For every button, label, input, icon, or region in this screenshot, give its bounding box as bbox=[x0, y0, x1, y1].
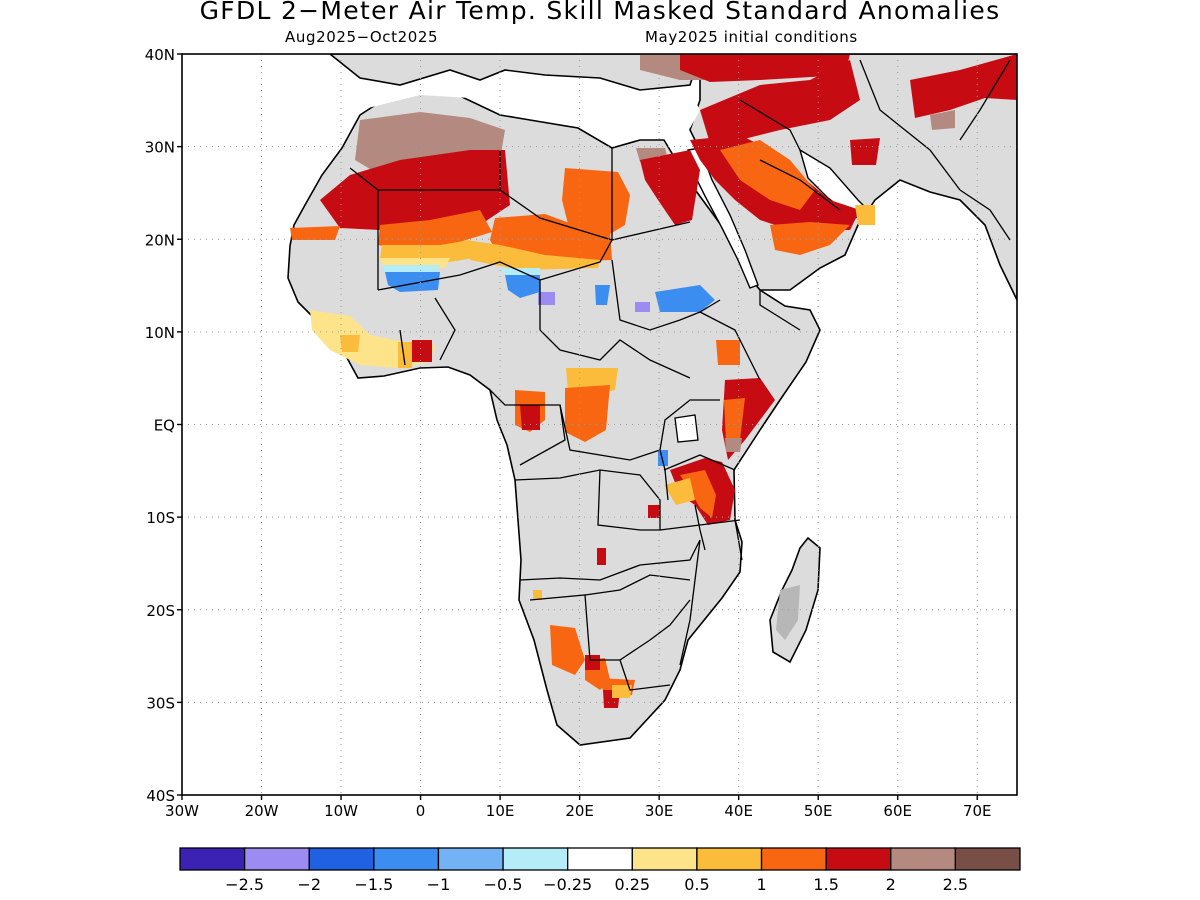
lon-tick-label: 20W bbox=[245, 802, 279, 820]
colorbar-swatch bbox=[890, 847, 957, 871]
colorbar-swatch bbox=[825, 847, 892, 871]
lon-tick-label: 10E bbox=[486, 802, 515, 820]
colorbar-swatch bbox=[954, 847, 1021, 871]
lon-tick-label: 60E bbox=[883, 802, 912, 820]
lat-tick-label: 10N bbox=[145, 324, 175, 342]
anomaly-patch bbox=[380, 240, 490, 262]
colorbar-label: 1.5 bbox=[813, 875, 838, 894]
anomaly-patch bbox=[910, 54, 1017, 118]
anomaly-patch bbox=[562, 168, 630, 240]
lat-tick-label: 20N bbox=[145, 231, 175, 249]
forecast-period: Aug2025−Oct2025 bbox=[285, 28, 439, 46]
anomaly-patch bbox=[716, 340, 740, 365]
colorbar-label: 2 bbox=[886, 875, 896, 894]
anomaly-patch bbox=[382, 265, 440, 273]
land-layer bbox=[287, 54, 1017, 746]
anomaly-patch bbox=[538, 292, 555, 305]
anomaly-patch bbox=[664, 478, 695, 505]
anomaly-patch bbox=[520, 405, 540, 430]
lon-tick-label: 30W bbox=[165, 802, 199, 820]
anomaly-patch bbox=[776, 585, 800, 640]
anomaly-patch bbox=[398, 342, 412, 368]
anomaly-patch bbox=[597, 548, 606, 565]
anomaly-patch bbox=[550, 625, 585, 675]
anomaly-patch bbox=[585, 655, 600, 670]
lon-tick-label: 70E bbox=[963, 802, 992, 820]
colorbar-label: −2.5 bbox=[225, 875, 264, 894]
lon-tick-label: 0 bbox=[416, 802, 426, 820]
anomaly-patch bbox=[720, 140, 815, 210]
anomaly-patch bbox=[565, 385, 610, 442]
colorbar-swatch bbox=[243, 847, 310, 871]
colorbar-swatch bbox=[437, 847, 504, 871]
lat-tick-label: 40N bbox=[145, 46, 175, 64]
initial-conditions: May2025 initial conditions bbox=[645, 28, 858, 46]
longitude-axis: 30W 20W 10W 0 10E 20E 30E 40E 50E 60E 70E bbox=[165, 795, 992, 820]
colorbar-label: 0.25 bbox=[614, 875, 650, 894]
anomaly-patch bbox=[290, 226, 340, 240]
lat-tick-label: 30S bbox=[146, 694, 175, 712]
anomaly-patch bbox=[612, 685, 632, 698]
lat-tick-label: 40S bbox=[146, 787, 175, 805]
colorbar-label: 2.5 bbox=[943, 875, 968, 894]
colorbar-swatch bbox=[567, 847, 633, 871]
anomaly-patch bbox=[595, 285, 610, 305]
lon-tick-label: 50E bbox=[804, 802, 833, 820]
lake-tanganyika bbox=[659, 449, 669, 501]
lon-tick-label: 30E bbox=[645, 802, 674, 820]
anomaly-patch bbox=[855, 205, 875, 225]
anomaly-patch bbox=[378, 210, 492, 250]
lat-tick-label: EQ bbox=[154, 417, 175, 435]
colorbar-swatch bbox=[502, 847, 569, 871]
anomaly-patch bbox=[655, 285, 715, 312]
colorbar: −2.5 −2 −1.5 −1 −0.5 −0.25 0.25 0.5 1 1.5 2 2.5 bbox=[179, 847, 1021, 894]
anomaly-patch bbox=[850, 138, 880, 165]
colorbar-label: −2 bbox=[297, 875, 321, 894]
lake-victoria bbox=[674, 414, 699, 443]
colorbar-swatch bbox=[631, 847, 698, 871]
anomaly-patch bbox=[680, 54, 850, 82]
colorbar-label: −1 bbox=[427, 875, 451, 894]
lon-tick-label: 10W bbox=[324, 802, 358, 820]
lake-malawi bbox=[694, 504, 706, 551]
colorbar-swatch bbox=[373, 847, 440, 871]
anomaly-patch bbox=[640, 150, 700, 225]
colorbar-swatch bbox=[760, 847, 827, 871]
anomaly-patch bbox=[340, 335, 360, 352]
colorbar-label: −0.5 bbox=[484, 875, 523, 894]
lat-tick-label: 10S bbox=[146, 509, 175, 527]
anomaly-patch bbox=[412, 340, 432, 362]
colorbar-swatch bbox=[308, 847, 375, 871]
anomaly-patch bbox=[648, 505, 660, 518]
anomaly-patch bbox=[635, 302, 650, 312]
anomaly-patch bbox=[500, 268, 540, 276]
anomaly-patch bbox=[725, 438, 742, 452]
latitude-axis: 40N 30N 20N 10N EQ 10S 20S 30S 40S bbox=[145, 46, 182, 805]
anomaly-patch bbox=[505, 275, 540, 298]
anomaly-patch bbox=[930, 110, 955, 130]
colorbar-swatch bbox=[696, 847, 763, 871]
anomaly-patch bbox=[724, 398, 745, 442]
lon-tick-label: 20E bbox=[565, 802, 594, 820]
colorbar-label: −0.25 bbox=[543, 875, 592, 894]
mediterranean-sea bbox=[360, 78, 700, 130]
colorbar-label: −1.5 bbox=[354, 875, 393, 894]
map-title: GFDL 2−Meter Air Temp. Skill Masked Stan… bbox=[199, 0, 1001, 25]
anomaly-patch bbox=[355, 112, 505, 175]
anomaly-patch bbox=[533, 590, 542, 600]
anomaly-patch bbox=[700, 60, 860, 150]
anomaly-patch bbox=[770, 222, 850, 255]
anomaly-patches bbox=[290, 54, 1017, 708]
country-borders bbox=[349, 59, 1011, 691]
anomaly-patch bbox=[385, 272, 440, 292]
red-sea bbox=[687, 147, 759, 289]
lon-tick-label: 40E bbox=[724, 802, 753, 820]
colorbar-swatch bbox=[179, 847, 246, 871]
lat-tick-label: 30N bbox=[145, 139, 175, 157]
lat-tick-label: 20S bbox=[146, 602, 175, 620]
colorbar-label: 1 bbox=[756, 875, 766, 894]
colorbar-label: 0.5 bbox=[684, 875, 709, 894]
